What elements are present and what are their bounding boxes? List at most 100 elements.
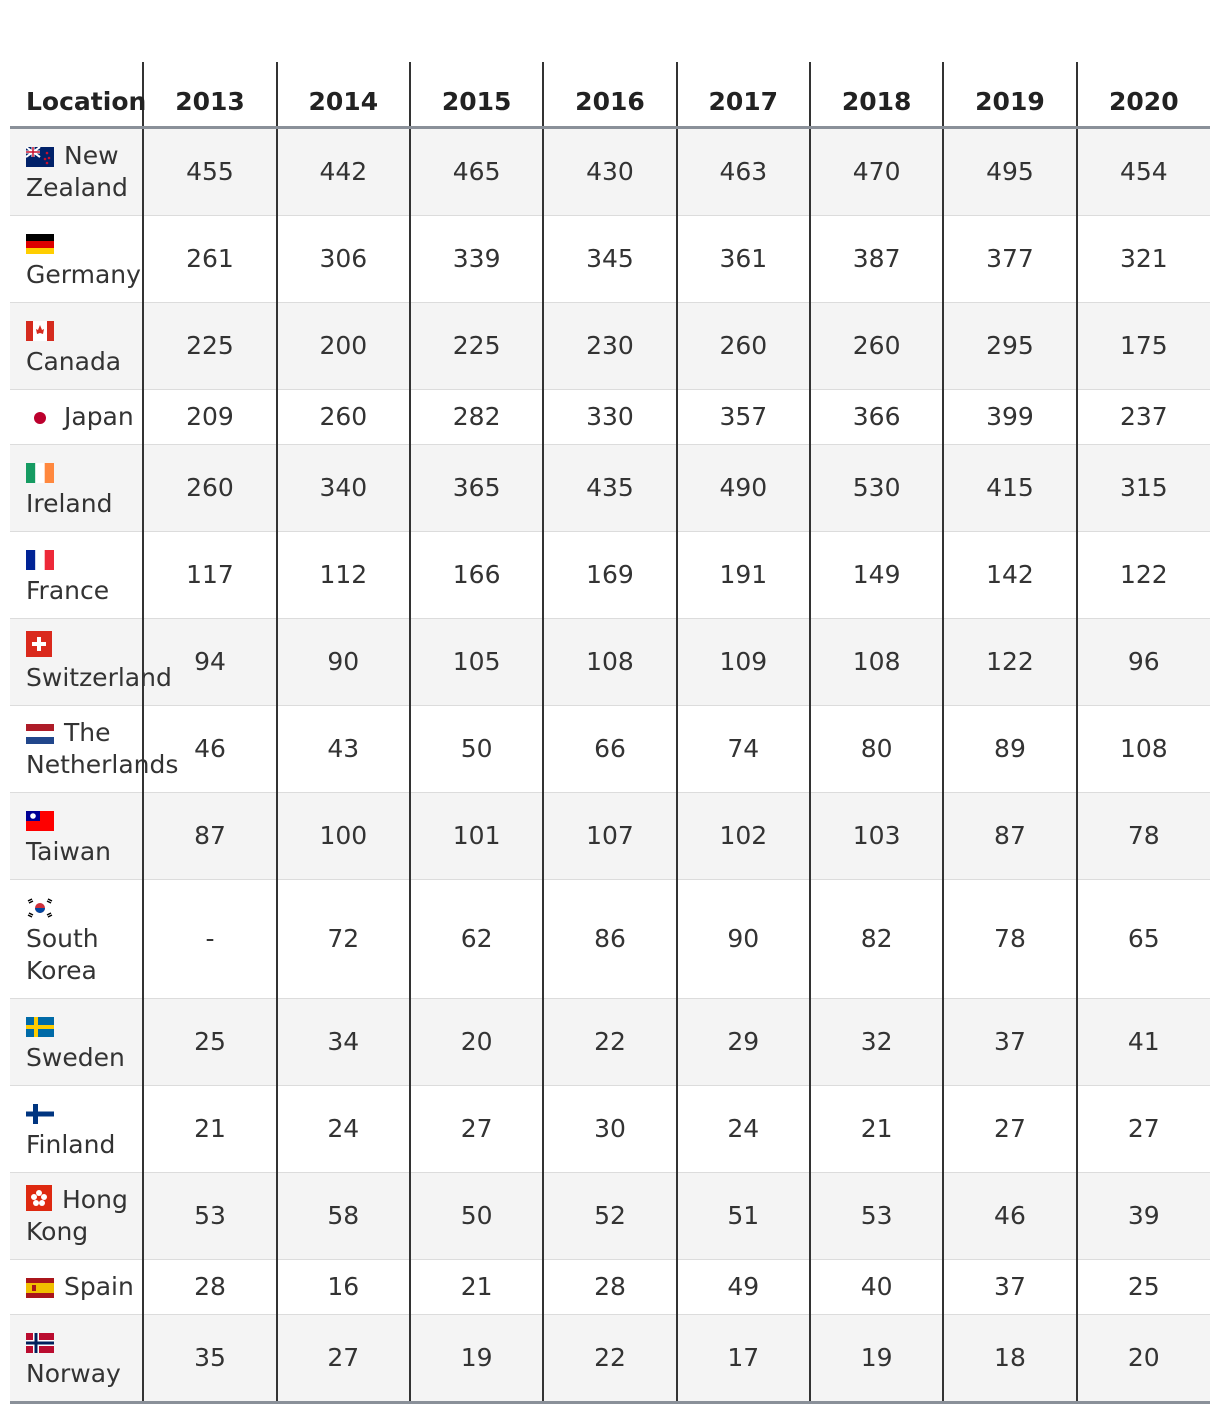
flag-icon <box>26 1278 54 1298</box>
table-row: Switzerland 94 90 105 108 109 108 122 96 <box>10 618 1210 706</box>
location-cell: Norway <box>10 1314 144 1404</box>
value-cell: 339 <box>408 215 544 303</box>
value-cell: 321 <box>1075 215 1210 303</box>
value-text: 29 <box>727 1027 760 1056</box>
flag-icon <box>26 147 54 167</box>
value-cell: 470 <box>808 127 944 216</box>
value-cell: 46 <box>142 705 277 793</box>
value-cell: 415 <box>942 444 1077 532</box>
location-name: Finland <box>26 1130 116 1159</box>
value-text: 415 <box>986 473 1034 502</box>
table-row: Taiwan 87 100 101 107 102 103 87 78 <box>10 792 1210 880</box>
value-text: 330 <box>586 402 634 431</box>
value-text: 51 <box>727 1201 760 1230</box>
value-cell: 103 <box>808 792 944 880</box>
location-name: Germany <box>26 260 141 289</box>
value-cell: 18 <box>942 1314 1077 1404</box>
value-cell: 86 <box>542 879 677 999</box>
location-cell: Sweden <box>10 998 144 1086</box>
value-text: 103 <box>852 821 901 850</box>
value-text: 53 <box>194 1201 226 1230</box>
value-cell: 24 <box>675 1085 810 1173</box>
flag-icon <box>26 550 54 570</box>
value-text: 112 <box>319 560 368 589</box>
value-cell: 122 <box>942 618 1077 706</box>
value-text: 399 <box>986 402 1034 431</box>
value-cell: 260 <box>142 444 277 532</box>
value-cell: 94 <box>142 618 277 706</box>
location-name: Norway <box>26 1359 121 1388</box>
location-cell: Ireland <box>10 444 144 532</box>
location-cell: Germany <box>10 215 144 303</box>
value-text: 82 <box>860 924 893 953</box>
value-cell: 50 <box>408 1172 544 1260</box>
value-cell: 28 <box>142 1259 277 1315</box>
value-text: 282 <box>452 402 501 431</box>
value-cell: 107 <box>542 792 677 880</box>
value-text: 58 <box>327 1201 360 1230</box>
value-text: 169 <box>586 560 634 589</box>
value-text: 16 <box>327 1272 360 1301</box>
value-text: 19 <box>460 1343 493 1372</box>
value-cell: 82 <box>808 879 944 999</box>
value-cell: 27 <box>1075 1085 1210 1173</box>
location-cell: Hong Kong <box>10 1172 144 1260</box>
value-cell: 387 <box>808 215 944 303</box>
value-cell: 34 <box>275 998 410 1086</box>
table-row: Germany 261 306 339 345 361 387 377 321 <box>10 215 1210 303</box>
column-header: 2020 <box>1075 62 1210 129</box>
value-text: 19 <box>860 1343 893 1372</box>
value-text: 86 <box>594 924 626 953</box>
value-text: 306 <box>319 244 368 273</box>
location-name: Taiwan <box>26 837 112 866</box>
value-cell: 16 <box>275 1259 410 1315</box>
value-text: 463 <box>719 157 768 186</box>
value-cell: 65 <box>1075 879 1210 999</box>
value-cell: 225 <box>142 302 277 390</box>
value-text: 74 <box>727 734 760 763</box>
value-cell: 112 <box>275 531 410 619</box>
value-text: 18 <box>994 1343 1026 1372</box>
value-cell: 53 <box>808 1172 944 1260</box>
flag-icon <box>26 1017 54 1037</box>
value-cell: 117 <box>142 531 277 619</box>
value-text: 108 <box>852 647 901 676</box>
value-cell: 230 <box>542 302 677 390</box>
location-cell: New Zealand <box>10 127 144 216</box>
value-cell: 366 <box>808 389 944 445</box>
value-cell: 24 <box>275 1085 410 1173</box>
column-header: 2018 <box>808 62 944 129</box>
value-text: 530 <box>852 473 901 502</box>
value-text: 225 <box>186 331 234 360</box>
flag-icon <box>26 631 52 657</box>
location-name: Switzerland <box>26 663 172 692</box>
value-cell: 101 <box>408 792 544 880</box>
value-cell: 169 <box>542 531 677 619</box>
value-cell: 463 <box>675 127 810 216</box>
value-cell: 345 <box>542 215 677 303</box>
value-text: 225 <box>452 331 501 360</box>
value-text: 387 <box>852 244 901 273</box>
location-name: Sweden <box>26 1043 125 1072</box>
location-cell: Canada <box>10 302 144 390</box>
value-text: 260 <box>319 402 368 431</box>
value-cell: 72 <box>275 879 410 999</box>
value-cell: 53 <box>142 1172 277 1260</box>
value-cell: 40 <box>808 1259 944 1315</box>
value-text: 80 <box>860 734 893 763</box>
value-cell: 35 <box>142 1314 277 1404</box>
table-row: Japan 209 260 282 330 357 366 399 237 <box>10 389 1210 445</box>
location-name: Ireland <box>26 489 113 518</box>
value-cell: 122 <box>1075 531 1210 619</box>
value-cell: 200 <box>275 302 410 390</box>
value-cell: 46 <box>942 1172 1077 1260</box>
value-text: 20 <box>460 1027 493 1056</box>
value-cell: 27 <box>942 1085 1077 1173</box>
value-text: 107 <box>586 821 634 850</box>
value-text: 27 <box>994 1114 1026 1143</box>
value-cell: 149 <box>808 531 944 619</box>
value-cell: 282 <box>408 389 544 445</box>
value-cell: 108 <box>542 618 677 706</box>
column-header: Location <box>10 62 146 129</box>
value-cell: 102 <box>675 792 810 880</box>
